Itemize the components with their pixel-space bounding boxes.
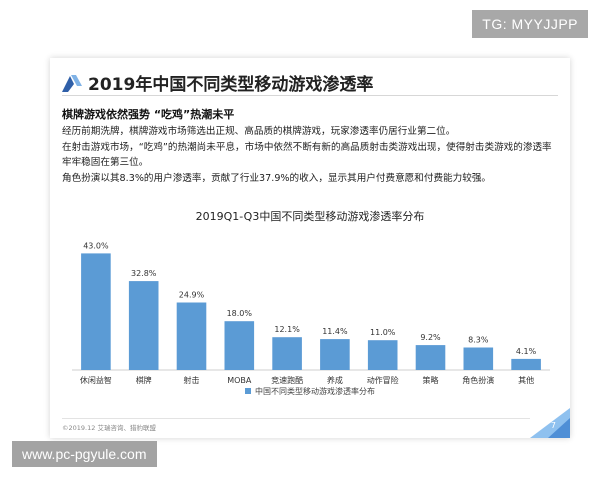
bar-chart: 43.0% 休闲益智 32.8% 棋牌 24.9% 射击 18.0% MOBA 12.1% 竞速跑…	[72, 241, 550, 396]
paragraph-1: 经历前期洗牌，棋牌游戏市场筛选出正规、高品质的棋牌游戏，玩家渗透率仍居行业第二位…	[62, 126, 456, 137]
bar-value-label-7: 9.2%	[420, 333, 441, 342]
section-heading: 棋牌游戏依然强势 “吃鸡”热潮未平	[62, 108, 235, 121]
category-label-0: 休闲益智	[80, 375, 112, 385]
bar-value-label-5: 11.4%	[322, 327, 348, 336]
bar-value-label-4: 12.1%	[274, 325, 300, 334]
report-logo-icon	[62, 75, 82, 92]
category-label-4: 竞速跑酷	[271, 375, 303, 385]
slide-title: 2019年中国不同类型移动游戏渗透率	[88, 75, 374, 95]
bar-7	[415, 345, 446, 370]
site-watermark: www.pc-pgyule.com	[12, 441, 157, 467]
footer-source: ©2019.12 艾瑞咨询、猎豹联盟	[62, 424, 156, 432]
paragraph-2: 在射击游戏市场，“吃鸡”的热潮尚未平息，市场中依然不断有新的高品质射击类游戏出现…	[62, 141, 552, 169]
chart-title: 2019Q1-Q3中国不同类型移动游戏渗透率分布	[195, 210, 425, 223]
bar-9	[511, 358, 541, 370]
category-label-9: 其他	[518, 375, 534, 385]
footer-divider	[62, 418, 530, 419]
page-number: 7	[550, 421, 556, 430]
bar-6	[367, 340, 398, 370]
category-label-6: 动作冒险	[367, 375, 399, 385]
bar-value-label-0: 43.0%	[83, 241, 109, 250]
bar-value-label-6: 11.0%	[370, 328, 396, 337]
category-label-5: 养成	[327, 375, 343, 385]
bar-5	[320, 339, 350, 370]
legend-swatch	[245, 388, 251, 394]
bar-8	[463, 347, 494, 370]
bar-value-label-2: 24.9%	[179, 291, 205, 300]
bar-value-label-8: 8.3%	[468, 336, 489, 345]
bar-value-label-1: 32.8%	[131, 269, 157, 278]
title-divider	[62, 95, 558, 96]
telegram-badge: TG: MYYJJPP	[472, 10, 588, 38]
paragraph-3: 角色扮演以其8.3%的用户渗透率，贡献了行业37.9%的收入，显示其用户付费意愿…	[62, 172, 492, 184]
bar-value-label-9: 4.1%	[516, 347, 537, 356]
corner-decoration	[530, 408, 570, 438]
category-label-1: 棋牌	[136, 375, 152, 385]
bar-1	[128, 281, 159, 370]
bar-0	[81, 253, 111, 370]
report-slide: 2019年中国不同类型移动游戏渗透率 棋牌游戏依然强势 “吃鸡”热潮未平 经历前…	[50, 58, 570, 438]
bar-4	[272, 337, 302, 370]
bar-3	[224, 321, 255, 370]
category-label-3: MOBA	[227, 376, 252, 385]
category-label-8: 角色扮演	[462, 375, 494, 385]
bar-2	[176, 302, 207, 370]
category-label-7: 策略	[423, 375, 439, 385]
legend-label: 中国不同类型移动游戏渗透率分布	[255, 386, 375, 396]
body-text: 经历前期洗牌，棋牌游戏市场筛选出正规、高品质的棋牌游戏，玩家渗透率仍居行业第二位…	[62, 124, 560, 186]
bar-value-label-3: 18.0%	[227, 309, 253, 318]
chart-legend: 中国不同类型移动游戏渗透率分布	[245, 386, 375, 396]
category-label-2: 射击	[184, 375, 200, 385]
